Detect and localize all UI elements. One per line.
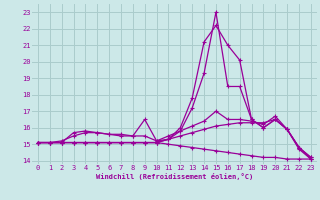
X-axis label: Windchill (Refroidissement éolien,°C): Windchill (Refroidissement éolien,°C) bbox=[96, 173, 253, 180]
